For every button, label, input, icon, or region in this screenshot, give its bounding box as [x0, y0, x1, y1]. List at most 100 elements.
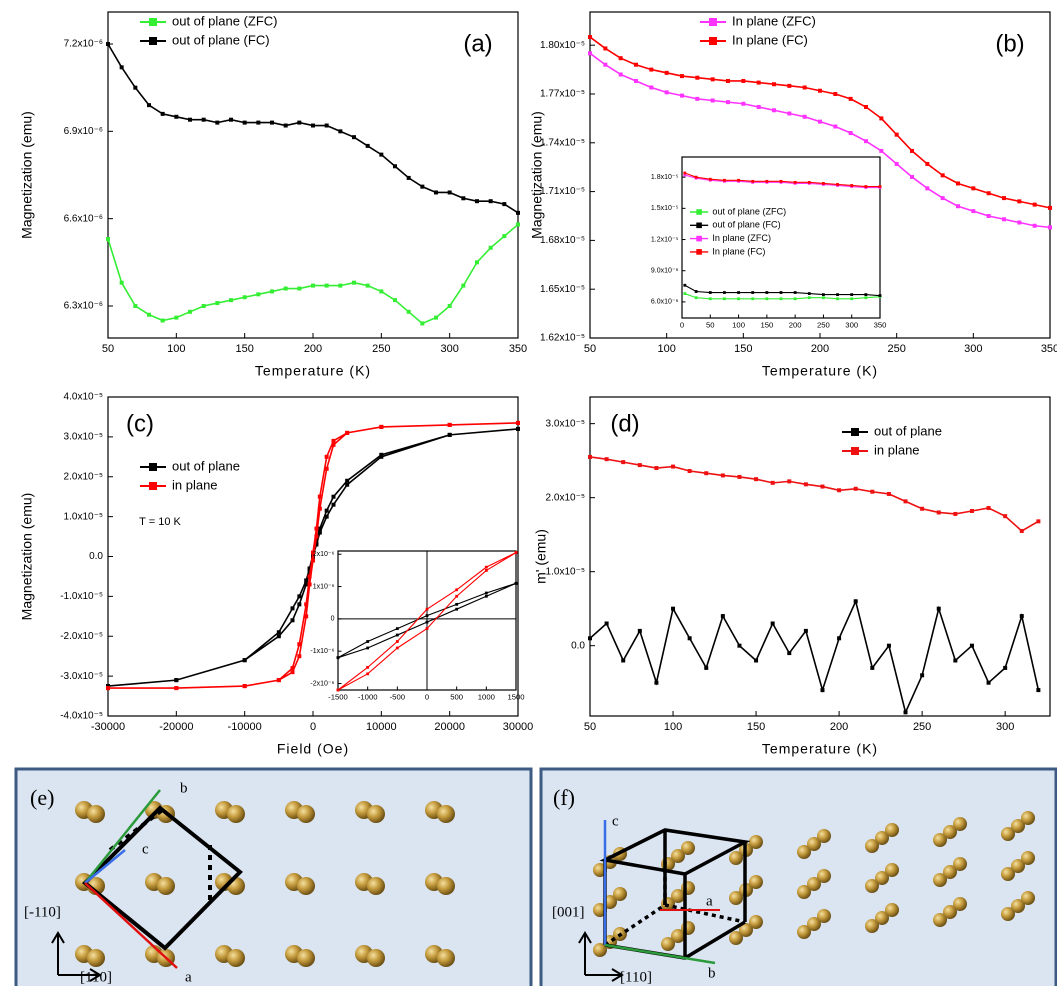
annotation: (d)	[610, 410, 639, 437]
x-tick-label: -1500	[328, 693, 348, 702]
data-point	[291, 670, 295, 674]
data-point	[737, 291, 740, 294]
data-point	[757, 81, 761, 85]
data-point	[941, 196, 945, 200]
atom	[749, 915, 763, 929]
data-point	[754, 477, 758, 481]
data-point	[688, 636, 692, 640]
data-point	[987, 191, 991, 195]
data-point	[448, 423, 452, 427]
y-tick-label: 0.0	[571, 640, 585, 651]
data-point	[311, 284, 315, 288]
data-point	[854, 487, 858, 491]
data-point	[833, 92, 837, 96]
data-point	[304, 582, 308, 586]
data-point	[665, 71, 669, 75]
data-point	[695, 97, 699, 101]
data-point	[854, 599, 858, 603]
legend-marker	[149, 18, 157, 26]
data-point	[1002, 217, 1006, 221]
data-point	[202, 304, 206, 308]
data-point	[737, 644, 741, 648]
x-tick-label: 0	[310, 721, 316, 733]
data-point	[588, 51, 592, 55]
data-point	[971, 209, 975, 213]
data-point	[332, 439, 336, 443]
data-point	[393, 298, 397, 302]
data-point	[671, 607, 675, 611]
data-point	[787, 651, 791, 655]
data-point	[754, 658, 758, 662]
data-point	[106, 237, 110, 241]
data-point	[426, 608, 429, 611]
data-point	[649, 68, 653, 72]
atom	[367, 877, 385, 895]
panel-label: (f)	[553, 785, 575, 810]
vector-label: c	[142, 841, 149, 857]
x-tick-label: 10000	[366, 721, 397, 733]
atom	[437, 877, 455, 895]
data-point	[485, 592, 488, 595]
atom	[953, 857, 967, 871]
y-tick-label: 1.62x10⁻⁵	[540, 333, 585, 344]
data-point	[603, 46, 607, 50]
data-point	[396, 627, 399, 630]
data-point	[836, 183, 839, 186]
data-point	[818, 89, 822, 93]
x-tick-label: 0	[425, 693, 429, 702]
data-point	[588, 455, 592, 459]
x-tick-label: 150	[235, 343, 253, 355]
data-point	[396, 634, 399, 637]
atom	[437, 949, 455, 967]
data-point	[941, 173, 945, 177]
data-point	[634, 79, 638, 83]
atom	[749, 835, 763, 849]
data-point	[345, 431, 349, 435]
x-tick-label: 50	[102, 343, 114, 355]
chart-panel: 0501001502002503003506.0x10⁻⁶9.0x10⁻⁶1.2…	[651, 157, 887, 330]
data-point	[649, 85, 653, 89]
data-point	[1048, 225, 1052, 229]
vector-label: c	[612, 813, 619, 829]
x-tick-label: 100	[657, 343, 675, 355]
data-point	[803, 115, 807, 119]
data-point	[619, 56, 623, 60]
data-point	[849, 97, 853, 101]
data-point	[709, 297, 712, 300]
atom	[157, 877, 175, 895]
data-point	[1020, 614, 1024, 618]
atom	[297, 877, 315, 895]
data-point	[654, 681, 658, 685]
data-point	[704, 471, 708, 475]
y-tick-label: 1.71x10⁻⁵	[540, 186, 585, 197]
data-point	[1017, 199, 1021, 203]
data-point	[711, 77, 715, 81]
data-point	[515, 551, 518, 554]
atom	[437, 805, 455, 823]
data-point	[426, 614, 429, 617]
data-point	[304, 614, 308, 618]
atom	[227, 805, 245, 823]
data-point	[256, 292, 260, 296]
data-point	[771, 621, 775, 625]
data-point	[174, 115, 178, 119]
data-point	[516, 421, 520, 425]
data-point	[393, 164, 397, 168]
y-tick-label: 6.6x10⁻⁶	[64, 213, 103, 224]
data-point	[987, 214, 991, 218]
y-tick-label: 2.0x10⁻⁵	[546, 492, 585, 503]
y-tick-label: -1x10⁻⁶	[310, 648, 334, 655]
data-point	[174, 686, 178, 690]
y-tick-label: -4.0x10⁻⁵	[60, 711, 103, 722]
data-point	[284, 124, 288, 128]
x-tick-label: -1000	[358, 693, 378, 702]
data-point	[970, 509, 974, 513]
data-point	[1017, 221, 1021, 225]
x-tick-label: 350	[509, 343, 527, 355]
data-point	[621, 658, 625, 662]
data-point	[695, 296, 698, 299]
data-point	[920, 673, 924, 677]
atom	[817, 909, 831, 923]
data-point	[420, 321, 424, 325]
x-tick-label: 20000	[434, 721, 465, 733]
